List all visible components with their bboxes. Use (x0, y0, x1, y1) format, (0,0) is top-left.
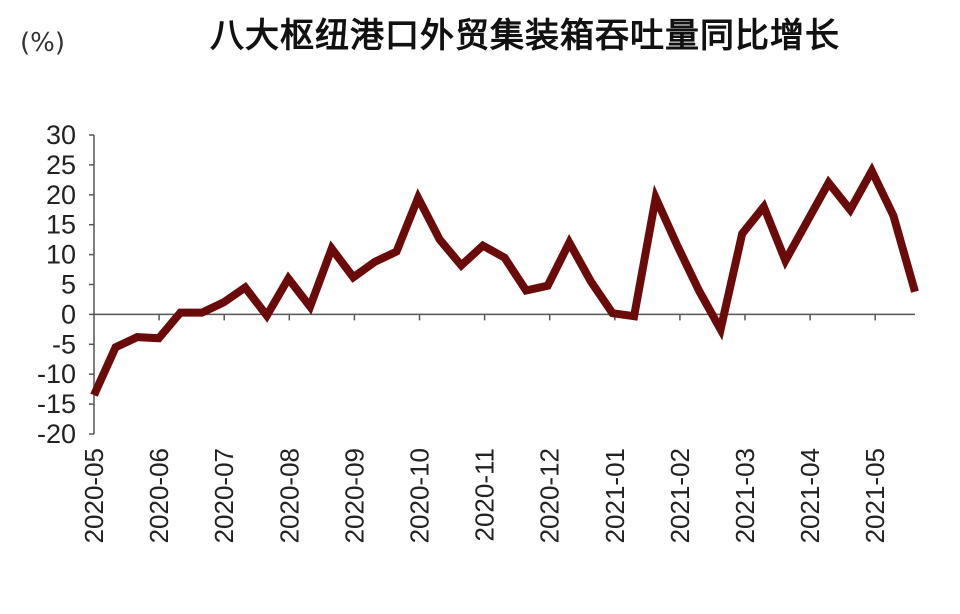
y-tick-label: 10 (46, 240, 76, 270)
x-tick-label: 2020-07 (209, 448, 239, 543)
x-tick-label: 2021-05 (860, 448, 890, 543)
x-tick-label: 2021-04 (795, 448, 825, 543)
y-tick-label: 20 (46, 180, 76, 210)
x-tick-label: 2021-03 (730, 448, 760, 543)
y-tick-label: 5 (61, 270, 76, 300)
y-tick-label: 15 (46, 210, 76, 240)
y-tick-label: -5 (52, 329, 76, 359)
y-tick-label: -20 (37, 419, 76, 449)
x-tick-label: 2021-02 (665, 448, 695, 543)
y-tick-label: -10 (37, 359, 76, 389)
x-tick-label: 2020-11 (470, 448, 500, 542)
y-unit-label: (%) (20, 28, 65, 58)
x-tick-label: 2020-05 (79, 448, 109, 543)
y-tick-label: 30 (46, 120, 76, 150)
x-tick-label: 2020-08 (274, 448, 304, 543)
x-tick-label: 2021-01 (600, 448, 630, 543)
y-tick-label: 25 (46, 150, 76, 180)
x-tick-label: 2020-12 (535, 448, 565, 543)
chart-title: 八大枢纽港口外贸集装箱吞吐量同比增长 (210, 16, 840, 56)
x-tick-label: 2020-06 (144, 448, 174, 543)
y-tick-label: -15 (37, 389, 76, 419)
x-tick-label: 2020-10 (405, 448, 435, 543)
x-tick-label: 2020-09 (339, 448, 369, 543)
y-tick-label: 0 (61, 299, 76, 329)
series-line (90, 162, 919, 397)
